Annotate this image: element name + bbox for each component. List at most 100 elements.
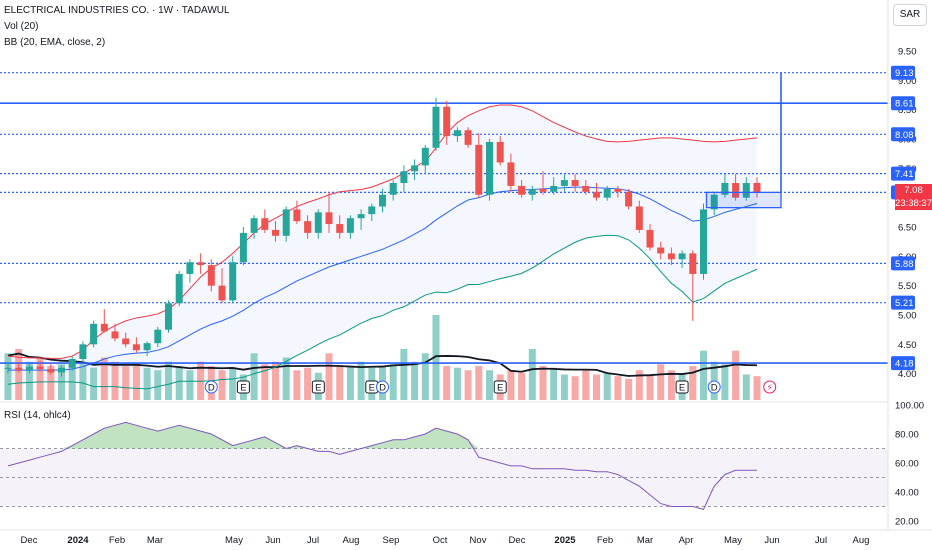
time-tick-label: Aug xyxy=(853,535,870,546)
time-axis[interactable]: Dec 2024 Feb Mar May Jun Jul Aug Sep Oct Nov Dec 202… xyxy=(0,529,932,546)
candle-body xyxy=(571,180,579,186)
volume-bar xyxy=(132,364,140,400)
volume-bar xyxy=(165,361,172,400)
earnings-icon xyxy=(311,380,325,394)
volume-bar xyxy=(143,367,151,400)
volume-bar xyxy=(742,374,750,400)
volume-bar xyxy=(689,366,697,400)
candle-body xyxy=(186,262,194,274)
candle-body xyxy=(464,130,472,145)
candle-body xyxy=(496,141,504,163)
rsi-overbought-fill xyxy=(8,422,757,449)
candle-body xyxy=(646,229,654,248)
level-label-bg xyxy=(891,65,915,80)
candle-body xyxy=(486,141,493,195)
rsi-tick-label: 80.00 xyxy=(895,430,919,441)
volume-bar xyxy=(250,353,258,400)
price-pane[interactable]: D E E E D E E D ⚡ xyxy=(0,72,888,403)
candle-body xyxy=(336,224,344,233)
candle-body xyxy=(657,247,665,254)
candle-body xyxy=(272,229,279,236)
candle-body xyxy=(411,165,419,172)
level-label: 8.61 xyxy=(895,99,914,110)
level-label: 4.18 xyxy=(895,359,914,370)
candle-body xyxy=(143,343,151,351)
candle-body xyxy=(293,209,301,222)
volume-bar xyxy=(282,357,290,400)
volume-bar xyxy=(700,350,707,400)
time-tick-label: Apr xyxy=(679,535,694,546)
time-tick-label: Dec xyxy=(509,535,526,546)
candle-body xyxy=(528,188,536,195)
currency-button[interactable]: SAR xyxy=(893,4,927,26)
bb-basis-line xyxy=(8,186,758,371)
volume-bar xyxy=(36,357,44,400)
time-tick-label: Oct xyxy=(433,535,448,546)
candle-body xyxy=(732,183,740,198)
candle-body xyxy=(389,183,397,195)
level-label-bg xyxy=(891,356,915,371)
rsi-pane[interactable] xyxy=(0,421,888,510)
candle-body xyxy=(560,180,568,186)
price-axis[interactable]: 9.509.008.508.007.507.006.506.005.505.00… xyxy=(887,0,924,530)
candle-body xyxy=(689,253,697,274)
candle-body xyxy=(357,214,365,219)
volume-bar xyxy=(261,364,269,400)
time-tick-label: Jun xyxy=(764,535,779,546)
rsi-tick-label: 40.00 xyxy=(895,488,919,499)
volume-bar xyxy=(453,367,461,400)
price-tick-label: 9.50 xyxy=(898,47,917,58)
bb-legend[interactable]: BB (20, EMA, close, 2) xyxy=(4,37,106,48)
candle-body xyxy=(282,209,290,236)
volume-legend[interactable]: Vol (20) xyxy=(4,21,39,32)
volume-bar xyxy=(25,361,33,400)
consolidation-box xyxy=(705,191,782,209)
candle-body xyxy=(379,194,386,207)
event-label: D xyxy=(208,383,215,394)
level-label-bg xyxy=(891,127,915,142)
candle-body xyxy=(165,303,172,330)
candle-body xyxy=(625,191,633,207)
time-tick-label: Dec xyxy=(21,535,38,546)
time-tick-label: Aug xyxy=(343,535,360,546)
volume-bar xyxy=(389,364,397,400)
rsi-tick-label: 60.00 xyxy=(895,459,919,470)
candle-body xyxy=(90,323,98,345)
rsi-tick-label: 20.00 xyxy=(895,517,919,528)
candle-body xyxy=(229,262,237,301)
candle-body xyxy=(4,367,12,369)
volume-bar xyxy=(721,364,729,400)
volume-bar xyxy=(732,350,740,400)
candle-body xyxy=(100,323,108,332)
level-label-bg xyxy=(891,96,915,111)
volume-bar xyxy=(507,370,515,400)
time-tick-label: Mar xyxy=(637,535,653,546)
candle-body xyxy=(400,171,408,183)
rsi-line xyxy=(7,421,757,510)
rsi-tick-label: 100.00 xyxy=(895,401,924,412)
countdown-badge: 23:38:37 xyxy=(895,197,932,210)
candle-body xyxy=(742,183,750,198)
candle-body xyxy=(443,106,451,137)
candle-body xyxy=(36,366,44,369)
volume-bar xyxy=(186,370,194,400)
chart-title: ELECTRICAL INDUSTRIES CO. · 1W · TADAWUL xyxy=(4,5,230,16)
volume-bar xyxy=(154,370,162,400)
volume-bar xyxy=(47,366,55,400)
volume-bar xyxy=(646,374,654,400)
volume-bar xyxy=(218,370,226,400)
earnings-icon xyxy=(675,380,689,394)
candle-body xyxy=(15,367,23,371)
candle-body xyxy=(667,253,675,260)
event-label: E xyxy=(679,383,685,394)
price-tick-label: 4.00 xyxy=(898,369,917,380)
bb-fill xyxy=(8,104,757,389)
candle-body xyxy=(197,262,205,266)
volume-bar xyxy=(100,357,108,400)
candle-body xyxy=(132,344,140,351)
rsi-legend[interactable]: RSI (14, ohlc4) xyxy=(4,410,71,421)
earnings-icon xyxy=(236,380,250,394)
volume-bar xyxy=(304,367,312,400)
candle-body xyxy=(475,144,483,195)
